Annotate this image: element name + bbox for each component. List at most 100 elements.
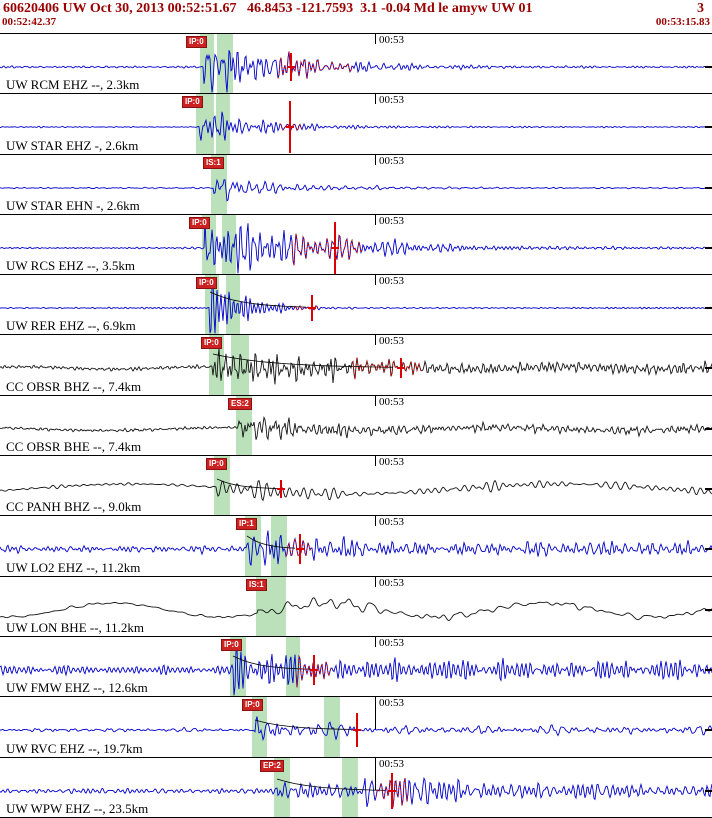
waveform[interactable] [0, 396, 712, 456]
p-pick-flag[interactable]: IP:0 [182, 96, 203, 109]
trace-row: 00:53 IP:0 UW RVC EHZ --, 19.7km [0, 697, 712, 758]
pick-flag-label: IP:0 [224, 639, 239, 649]
station-label: CC PANH BHZ --, 9.0km [6, 499, 142, 515]
station-label: UW RCM EHZ --, 2.3km [6, 77, 140, 93]
coda-decay-curve [212, 354, 393, 369]
waveform[interactable] [0, 456, 712, 516]
p-pick-flag[interactable]: IP:0 [201, 337, 222, 350]
minute-tick [375, 757, 376, 790]
pick-flag-label: IP:0 [185, 97, 200, 107]
waveform[interactable] [0, 94, 712, 154]
event-summary: 60620406 UW Oct 30, 2013 00:52:51.67 46.… [3, 1, 533, 16]
seismogram-trace [0, 50, 712, 93]
station-label: CC OBSR BHZ --, 7.4km [6, 378, 142, 394]
waveform[interactable] [0, 335, 712, 395]
waveform[interactable] [0, 155, 712, 215]
pick-flag-label: IP:0 [192, 217, 207, 227]
p-pick-flag[interactable]: EP:2 [260, 759, 284, 772]
station-label: UW WPW EHZ --, 23.5km [6, 800, 149, 816]
minute-tick [375, 636, 376, 647]
window-end-time: 00:53:15.83 [655, 16, 710, 29]
trace-row: 00:53 IP:0 UW STAR EHZ -, 2.6km [0, 94, 712, 155]
p-pick-flag[interactable]: IP:0 [189, 216, 210, 229]
pick-flag-label: IS:1 [206, 157, 221, 167]
pick-window-band [231, 335, 249, 395]
pick-flag-label: IP:0 [189, 37, 204, 46]
s-pick-cross [353, 729, 361, 732]
pick-flag-label: IP:0 [209, 459, 224, 469]
waveform[interactable] [0, 215, 712, 275]
pick-window-band [214, 456, 230, 516]
right-edge-tick [705, 66, 712, 68]
p-pick-flag[interactable]: IP:0 [186, 36, 207, 48]
coda-highlight [293, 305, 319, 311]
coda-highlight [285, 537, 312, 557]
p-pick-flag[interactable]: IS:1 [203, 156, 224, 169]
trace-row: 00:53 IS:1 UW LON BHE --, 11.2km [0, 576, 712, 637]
minute-tick [375, 214, 376, 225]
seismogram-trace [0, 277, 712, 334]
event-header: 60620406 UW Oct 30, 2013 00:52:51.67 46.… [0, 0, 712, 34]
p-pick-flag[interactable]: IP:0 [206, 458, 227, 471]
minute-tick [375, 576, 376, 587]
minute-tick [375, 456, 376, 467]
pick-window-band [324, 697, 340, 757]
s-pick-cross [388, 789, 396, 792]
trace-row: 00:53 IP:0 CC PANH BHZ --, 9.0km [0, 456, 712, 517]
pick-flag-label: EP:2 [263, 760, 281, 770]
minute-label: 00:53 [379, 335, 405, 348]
right-edge-tick [705, 186, 712, 189]
right-edge-tick [705, 608, 712, 611]
right-edge-tick [705, 668, 712, 671]
waveform[interactable] [0, 577, 712, 637]
right-edge-tick [705, 488, 712, 491]
waveform[interactable] [0, 516, 712, 576]
coda-decay-curve [216, 478, 278, 489]
right-edge-tick [705, 427, 712, 430]
coda-decay-curve [209, 291, 307, 308]
minute-tick [375, 516, 376, 527]
pick-flag-label: IP:1 [239, 519, 254, 529]
right-edge-tick [705, 729, 712, 732]
trace-row: 00:53 IP:1 UW LO2 EHZ --, 11.2km [0, 516, 712, 577]
pick-window-band [342, 757, 358, 817]
p-pick-flag[interactable]: IP:0 [242, 699, 263, 712]
s-pick-cross [397, 367, 405, 370]
trace-row: 00:53 IS:1 UW STAR EHN -, 2.6km [0, 154, 712, 215]
coda-highlight [351, 357, 422, 380]
seismogram-trace [0, 415, 712, 441]
station-label: UW RCS EHZ --, 3.5km [6, 258, 136, 274]
trace-row: 00:53 ES:2 CC OBSR BHE --, 7.4km [0, 395, 712, 457]
s-pick-cross [331, 246, 339, 249]
p-pick-flag[interactable]: IP:0 [221, 638, 242, 651]
coda-decay-curve [246, 536, 296, 549]
minute-tick [375, 94, 376, 105]
pick-window-band [209, 335, 224, 395]
trace-row: 00:53 IP:0 UW RCM EHZ --, 2.3km [0, 34, 712, 95]
pick-flag-label: IP:0 [204, 338, 219, 348]
right-edge-tick [705, 367, 712, 370]
event-title-row: 60620406 UW Oct 30, 2013 00:52:51.67 46.… [0, 0, 712, 16]
s-pick-cross [287, 66, 295, 68]
p-pick-flag[interactable]: ES:2 [228, 397, 252, 410]
pick-flag-label: IP:0 [199, 278, 214, 288]
trace-row: 00:53 IP:0 UW RCS EHZ --, 3.5km [0, 214, 712, 276]
p-pick-flag[interactable]: IS:1 [246, 578, 267, 591]
p-pick-flag[interactable]: IP:1 [236, 518, 257, 531]
window-start-time: 00:52:42.37 [2, 16, 57, 29]
s-pick-cross [277, 488, 285, 491]
seismogram-trace [0, 112, 712, 141]
waveform[interactable] [0, 275, 712, 335]
pick-window-band [271, 516, 287, 576]
minute-label: 00:53 [379, 456, 405, 469]
s-pick-cross [308, 307, 316, 310]
seismogram-trace [0, 178, 712, 202]
p-pick-flag[interactable]: IP:0 [196, 277, 217, 290]
station-label: UW STAR EHZ -, 2.6km [6, 137, 139, 153]
pick-flag-label: IS:1 [249, 579, 264, 589]
s-pick-cross [286, 126, 294, 129]
trace-row: 00:53 IP:0 CC OBSR BHZ --, 7.4km [0, 335, 712, 396]
right-edge-tick [705, 548, 712, 551]
minute-tick [375, 34, 376, 44]
minute-label: 00:53 [379, 214, 405, 227]
